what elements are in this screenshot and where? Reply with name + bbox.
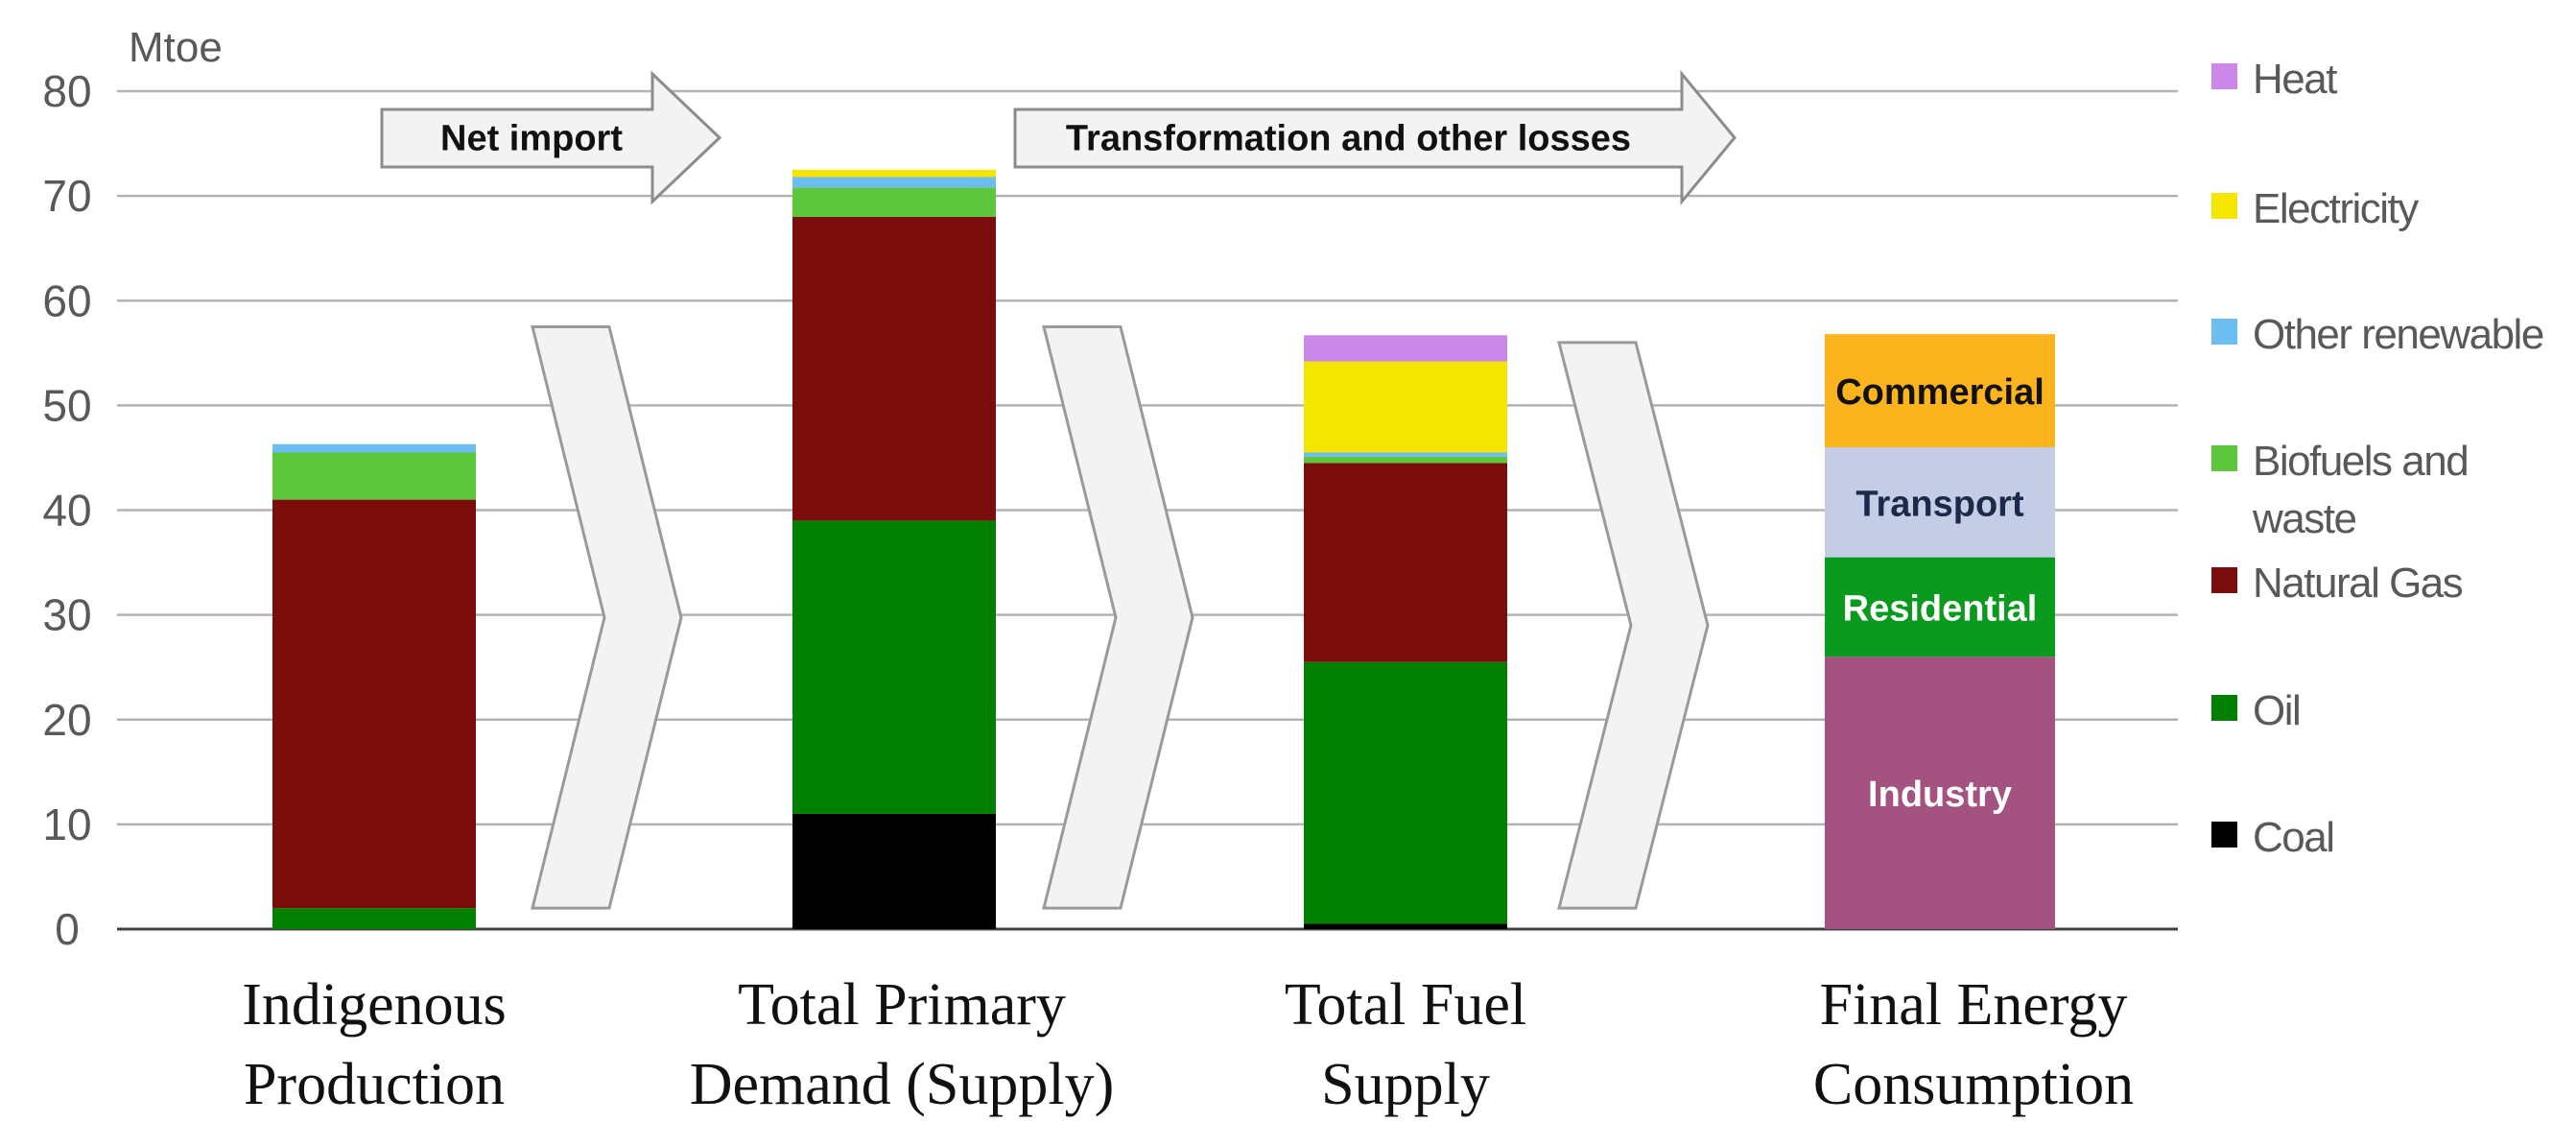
legend-item-natural-gas: Natural Gas [2211, 560, 2464, 607]
legend-label-oil: Oil [2253, 687, 2300, 734]
final-segment-label-transport: Transport [1855, 484, 2024, 524]
legend-swatch-biofuels-and-waste [2211, 445, 2237, 471]
transition-chevrons [531, 325, 1710, 910]
legend: Heat Electricity Other renewable Biofuels a… [2211, 56, 2544, 861]
legend-swatch-electricity [2211, 193, 2237, 219]
bar-total-primary-demand-supply-electricity [792, 169, 996, 178]
legend-label-heat: Heat [2253, 56, 2337, 103]
bar-total-primary-demand-supply-natural-gas [792, 216, 996, 521]
annotation-transformation-and-other-losses: Transformation and other losses [1066, 119, 1631, 159]
bar-total-fuel-supply-other-renewable [1304, 452, 1507, 457]
legend-label-coal: Coal [2253, 814, 2334, 861]
flow-arrow-transformation-and-other-losses [1013, 69, 1737, 206]
category-label-indigenous-production-line-1: Indigenous [242, 972, 507, 1038]
category-label-total-primary-demand-supply-line-2: Demand (Supply) [690, 1052, 1115, 1117]
bar-total-fuel-supply-natural-gas [1304, 463, 1507, 662]
bar-total-fuel-supply-coal [1304, 923, 1507, 929]
legend-label-other-renewable: Other renewable [2253, 311, 2543, 358]
bar-indigenous-production-oil [272, 908, 476, 929]
legend-swatch-heat [2211, 63, 2237, 89]
bar-final-residential [1825, 557, 2055, 657]
legend-swatch-oil [2211, 695, 2237, 721]
final-segment-label-industry: Industry [1868, 775, 2012, 815]
bar-indigenous-production-natural-gas [272, 499, 476, 909]
legend-item-biofuels-and-waste: Biofuels and waste [2211, 438, 2470, 542]
bar-indigenous-production-other-renewable [272, 443, 476, 453]
y-tick-label-0: 0 [55, 904, 80, 954]
flow-arrow-net-import [380, 70, 722, 205]
legend-item-coal: Coal [2211, 814, 2335, 861]
bar-indigenous-production-biofuels-and-waste [272, 452, 476, 500]
bar-total-fuel-supply-heat [1304, 335, 1507, 362]
final-segment-label-commercial: Commercial [1835, 372, 2044, 413]
y-tick-label-10: 10 [42, 800, 91, 849]
y-tick-label-50: 50 [42, 380, 91, 430]
legend-item-other-renewable: Other renewable [2211, 311, 2544, 358]
y-tick-label-60: 60 [42, 275, 91, 325]
legend-item-heat: Heat [2211, 56, 2339, 103]
legend-label-biofuels-and-waste-line-2: waste [2252, 495, 2355, 542]
bar-final-commercial [1825, 334, 2055, 448]
category-labels: Indigenous Production Total Primary Demand … [242, 972, 2134, 1117]
legend-label-electricity: Electricity [2253, 185, 2419, 232]
category-label-final-energy-consumption-line-1: Final Energy [1820, 972, 2128, 1038]
flow-arrows: Net import Transformation and other losse… [380, 69, 1737, 206]
y-axis-unit-label: Mtoe [129, 24, 223, 71]
y-tick-label-70: 70 [42, 171, 91, 221]
annotation-net-import: Net import [440, 119, 623, 159]
y-tick-label-30: 30 [42, 590, 91, 640]
category-label-indigenous-production-line-2: Production [244, 1052, 505, 1117]
bar-final-transport [1825, 447, 2055, 558]
chevron-1 [531, 325, 683, 910]
category-label-total-fuel-supply-line-2: Supply [1321, 1052, 1490, 1117]
legend-swatch-other-renewable [2211, 319, 2237, 345]
bar-total-primary-demand-supply-coal [792, 813, 996, 929]
stacked-bars: Industry Residential Transport Commercial [272, 169, 2055, 929]
bar-total-primary-demand-supply-other-renewable [792, 177, 996, 188]
bar-total-fuel-supply-oil [1304, 661, 1507, 924]
legend-item-electricity: Electricity [2211, 185, 2421, 232]
legend-item-oil: Oil [2211, 687, 2302, 734]
bar-total-primary-demand-supply-oil [792, 520, 996, 814]
y-tick-label-80: 80 [42, 66, 91, 116]
legend-swatch-coal [2211, 822, 2237, 848]
bar-final-industry [1825, 657, 2055, 929]
category-label-final-energy-consumption-line-2: Consumption [1813, 1052, 2134, 1117]
bar-total-fuel-supply-biofuels-and-waste [1304, 456, 1507, 464]
chevron-3 [1557, 341, 1710, 910]
legend-label-natural-gas: Natural Gas [2253, 560, 2463, 607]
final-segment-label-residential: Residential [1843, 588, 2038, 629]
chevron-2 [1042, 325, 1194, 910]
category-label-total-primary-demand-supply-line-1: Total Primary [738, 972, 1066, 1038]
legend-swatch-natural-gas [2211, 567, 2237, 593]
y-tick-label-20: 20 [42, 695, 91, 745]
legend-label-biofuels-and-waste-line-1: Biofuels and [2253, 438, 2468, 485]
y-tick-label-40: 40 [42, 486, 91, 536]
category-label-total-fuel-supply-line-1: Total Fuel [1285, 972, 1526, 1038]
y-axis: 0 10 20 30 40 50 60 70 80 [42, 66, 91, 954]
bar-total-fuel-supply-electricity [1304, 361, 1507, 453]
bar-total-primary-demand-supply-biofuels-and-waste [792, 187, 996, 217]
